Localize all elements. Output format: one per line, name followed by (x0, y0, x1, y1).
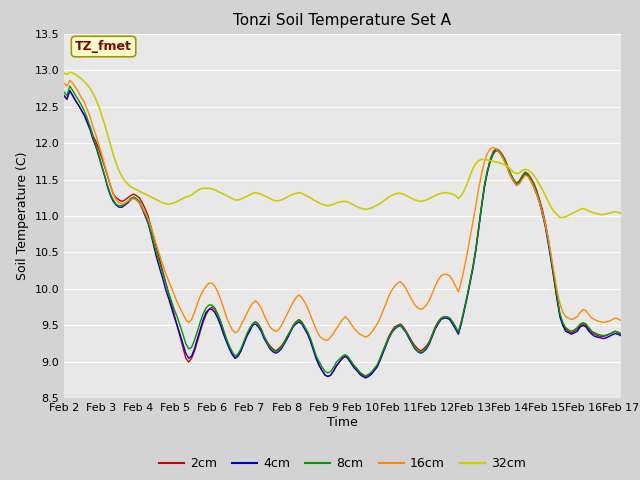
4cm (484, 169, 492, 175)
2cm (484, 168, 492, 174)
16cm (266, 324, 274, 330)
4cm (481, 184, 488, 190)
4cm (66, 88, 74, 94)
Line: 16cm: 16cm (64, 80, 621, 340)
2cm (481, 182, 488, 188)
16cm (193, 300, 201, 306)
32cm (556, 215, 564, 220)
32cm (481, 157, 488, 163)
8cm (60, 89, 68, 95)
8cm (193, 328, 201, 334)
2cm (66, 88, 74, 94)
16cm (321, 337, 329, 343)
16cm (617, 317, 625, 323)
8cm (617, 331, 625, 336)
2cm (266, 343, 274, 349)
Legend: 2cm, 4cm, 8cm, 16cm, 32cm: 2cm, 4cm, 8cm, 16cm, 32cm (154, 452, 531, 475)
2cm (286, 328, 294, 334)
16cm (484, 150, 492, 156)
4cm (411, 346, 419, 352)
32cm (477, 156, 485, 162)
4cm (60, 93, 68, 98)
2cm (324, 373, 332, 379)
16cm (286, 305, 294, 311)
2cm (411, 343, 419, 349)
8cm (266, 345, 274, 350)
8cm (484, 168, 492, 174)
8cm (66, 83, 74, 89)
16cm (411, 302, 419, 308)
Text: TZ_fmet: TZ_fmet (75, 40, 132, 53)
32cm (266, 196, 274, 202)
Line: 2cm: 2cm (64, 91, 621, 376)
32cm (66, 70, 74, 75)
16cm (66, 77, 74, 83)
2cm (193, 338, 201, 344)
Line: 8cm: 8cm (64, 86, 621, 376)
Y-axis label: Soil Temperature (C): Soil Temperature (C) (16, 152, 29, 280)
X-axis label: Time: Time (327, 416, 358, 429)
8cm (411, 345, 419, 351)
2cm (617, 331, 625, 337)
16cm (60, 80, 68, 86)
4cm (286, 330, 294, 336)
4cm (266, 346, 274, 352)
32cm (617, 210, 625, 216)
Title: Tonzi Soil Temperature Set A: Tonzi Soil Temperature Set A (234, 13, 451, 28)
8cm (481, 182, 488, 188)
32cm (408, 196, 416, 202)
4cm (617, 333, 625, 338)
Line: 4cm: 4cm (64, 91, 621, 378)
8cm (362, 373, 369, 379)
8cm (286, 328, 294, 334)
32cm (193, 188, 201, 193)
16cm (481, 158, 488, 164)
32cm (60, 70, 68, 76)
2cm (60, 93, 68, 98)
Line: 32cm: 32cm (64, 72, 621, 217)
4cm (362, 375, 369, 381)
32cm (286, 192, 294, 198)
4cm (193, 336, 201, 341)
